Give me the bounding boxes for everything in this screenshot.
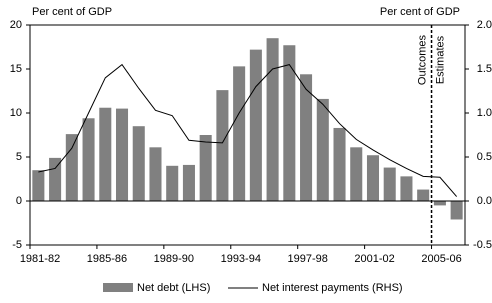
bar	[32, 170, 45, 201]
y-tick-label: 10	[10, 107, 22, 119]
bar	[450, 201, 463, 220]
y2-tick-label: 1.5	[477, 63, 492, 75]
bar	[132, 126, 145, 201]
bar	[65, 134, 78, 201]
y2-tick-label: -0.5	[473, 239, 492, 251]
bar	[417, 189, 430, 201]
y-tick-label: 15	[10, 63, 22, 75]
bar	[49, 157, 62, 201]
left-axis-label: Per cent of GDP	[32, 6, 112, 18]
bar	[115, 108, 129, 201]
legend-label: Net debt (LHS)	[137, 282, 210, 294]
x-tick-label: 1985-86	[87, 253, 127, 265]
x-tick-label: 2001-02	[354, 253, 394, 265]
bar	[266, 38, 279, 202]
y2-tick-label: 0.5	[477, 151, 492, 163]
y2-tick-label: 1.0	[477, 107, 492, 119]
y-tick-label: 0	[16, 195, 22, 207]
bar	[350, 147, 363, 201]
annotation: Estimates	[434, 35, 446, 84]
legend-swatch	[103, 283, 133, 292]
bar	[82, 118, 95, 201]
bar	[199, 135, 212, 201]
bar	[283, 45, 296, 201]
bar	[316, 98, 329, 201]
bar	[182, 164, 195, 201]
bar	[216, 90, 229, 201]
y-tick-label: -5	[12, 239, 22, 251]
y2-tick-label: 2.0	[477, 19, 492, 31]
y2-tick-label: 0.0	[477, 195, 492, 207]
bar	[166, 165, 179, 201]
annotation: Outcomes	[416, 34, 428, 85]
bar	[99, 107, 112, 201]
x-tick-label: 1981-82	[20, 253, 60, 265]
bar	[366, 155, 380, 201]
bar	[233, 66, 246, 201]
bar	[433, 201, 446, 206]
x-tick-label: 1993-94	[221, 253, 261, 265]
x-tick-label: 1997-98	[288, 253, 328, 265]
bar	[149, 147, 162, 201]
x-tick-label: 2005-06	[421, 253, 461, 265]
y-tick-label: 5	[16, 151, 22, 163]
right-axis-label: Per cent of GDP	[380, 6, 460, 18]
line	[38, 63, 458, 197]
y-tick-label: 20	[10, 19, 22, 31]
bar	[400, 176, 413, 201]
bar	[300, 74, 313, 201]
plot-frame	[29, 24, 466, 246]
bar	[249, 49, 262, 201]
x-tick-label: 1989-90	[154, 253, 194, 265]
legend-label: Net interest payments (RHS)	[262, 282, 403, 294]
bar	[333, 127, 346, 201]
bar	[383, 167, 396, 201]
